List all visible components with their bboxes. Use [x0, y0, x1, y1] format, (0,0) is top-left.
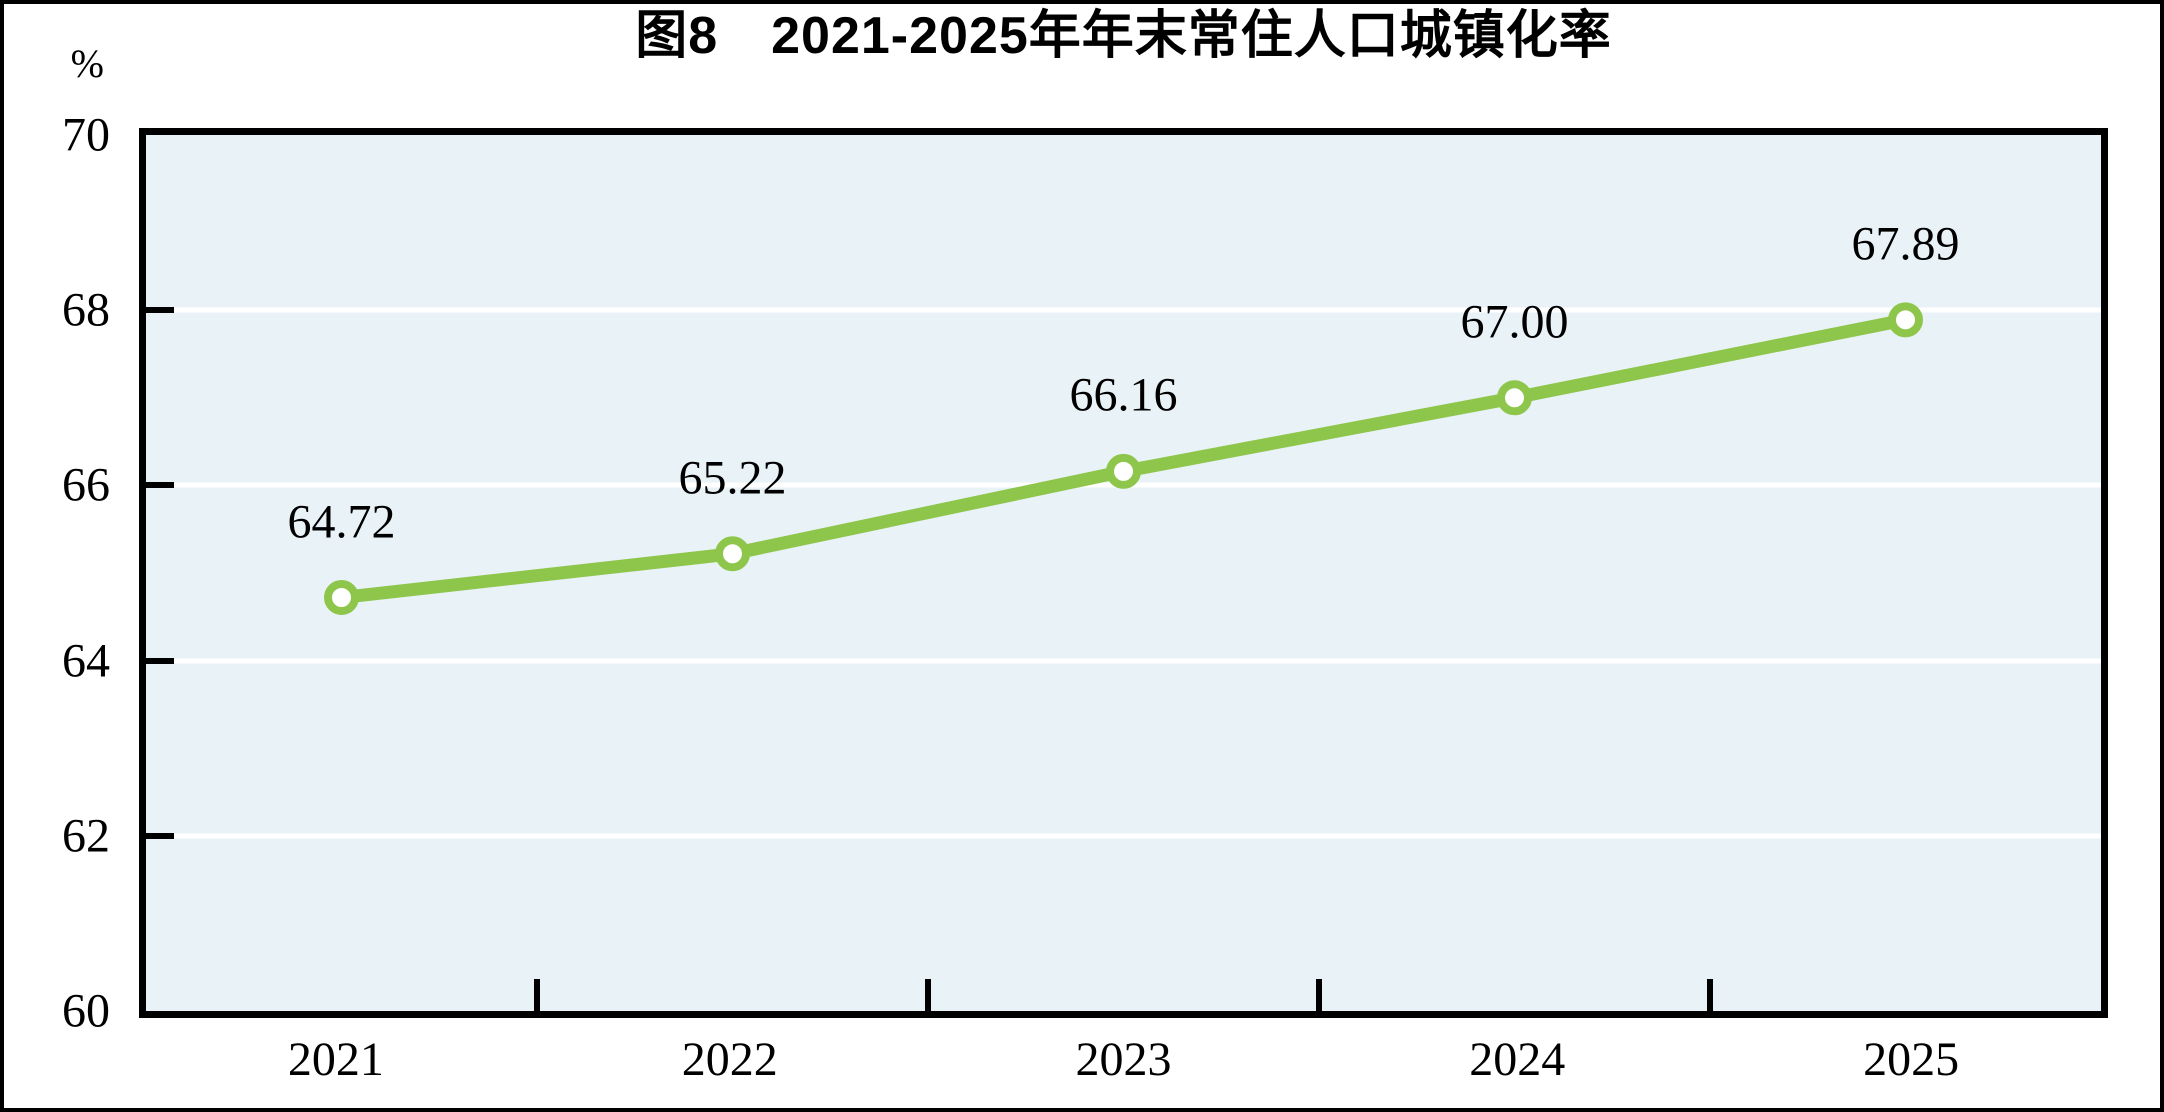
- gridline: [146, 307, 2101, 313]
- gridline: [146, 833, 2101, 839]
- data-point-marker: [1888, 302, 1923, 338]
- series-line-chart: [324, 302, 1923, 616]
- data-point-marker: [324, 580, 359, 616]
- y-axis-label: 64: [62, 634, 110, 688]
- x-axis-label: 2024: [1469, 1033, 1566, 1086]
- data-point-marker: [1106, 453, 1141, 489]
- data-point-marker: [715, 536, 750, 572]
- x-axis-label: 2025: [1863, 1033, 1960, 1086]
- y-axis-label: 68: [62, 283, 110, 337]
- data-point-marker: [1497, 380, 1532, 416]
- y-axis-tick: [146, 482, 174, 489]
- x-axis-tick: [1316, 979, 1322, 1011]
- data-point-label: 64.72: [287, 495, 396, 549]
- x-axis-label: 2022: [681, 1033, 778, 1086]
- y-axis-tick: [146, 657, 174, 664]
- data-point-label: 67.89: [1851, 217, 1960, 271]
- x-axis-labels: 2021 2022 2023 2024 2025: [139, 1032, 2108, 1096]
- y-axis-label: 62: [62, 809, 110, 863]
- data-point-label: 66.16: [1069, 368, 1178, 422]
- x-axis-label: 2023: [1075, 1033, 1172, 1086]
- chart-title: 图8 2021-2025年年末常住人口城镇化率: [635, 7, 1612, 65]
- x-axis-tick: [534, 979, 540, 1011]
- x-axis-tick: [1707, 979, 1713, 1011]
- data-point-label: 65.22: [678, 451, 787, 505]
- y-axis-label: 66: [62, 458, 110, 512]
- y-axis-label: 70: [62, 108, 110, 162]
- gridline: [146, 658, 2101, 664]
- y-axis-tick: [146, 307, 174, 314]
- x-axis-label: 2021: [287, 1033, 384, 1086]
- plot-area: 64.72 65.22 66.16 67.00 67.89: [139, 128, 2108, 1018]
- x-axis-tick: [925, 979, 931, 1011]
- y-axis-tick: [146, 832, 174, 839]
- y-axis-unit-label: %: [70, 41, 104, 86]
- y-axis-labels: 70 68 66 64 62 60: [4, 109, 116, 1038]
- data-point-label: 67.00: [1460, 295, 1569, 349]
- y-axis-label: 60: [62, 984, 110, 1038]
